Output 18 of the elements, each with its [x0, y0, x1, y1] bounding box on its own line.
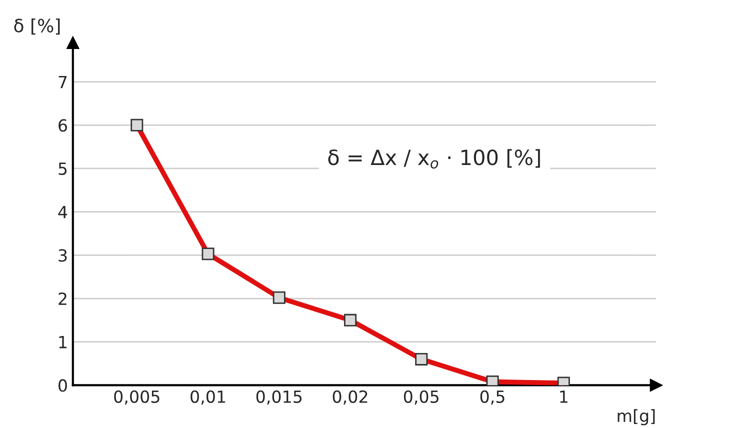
y-tick-label: 2: [58, 292, 66, 305]
x-axis-title: m[g]: [618, 409, 655, 426]
x-tick-label: 0,5: [480, 390, 504, 405]
y-tick-label: 0: [58, 379, 67, 392]
x-tick-label: 0,05: [404, 390, 438, 405]
y-tick-label: 7: [58, 76, 67, 88]
x-tick-label: 0,015: [256, 390, 302, 405]
x-tick-label: 0,02: [332, 390, 368, 405]
y-tick-label: 1: [59, 336, 66, 348]
y-tick-label: 4: [58, 206, 68, 218]
y-tick-label: 6: [58, 119, 67, 132]
y-axis-title: δ [%]: [14, 18, 60, 35]
y-tick-label: 5: [58, 162, 67, 176]
y-tick-label: 3: [58, 249, 67, 262]
annotation: δ = Δx / x$_{o}$ · 100 [%]: [328, 149, 540, 169]
x-tick-label: 0,01: [190, 390, 226, 405]
x-tick-label: 1: [560, 390, 568, 403]
x-tick-label: 0,005: [114, 390, 160, 405]
